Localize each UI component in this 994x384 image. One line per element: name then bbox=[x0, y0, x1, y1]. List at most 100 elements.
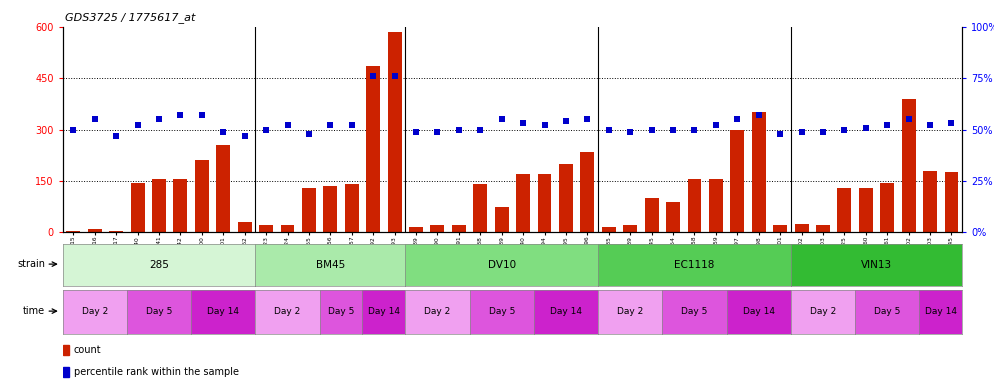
Point bbox=[451, 126, 467, 132]
Text: Day 5: Day 5 bbox=[874, 308, 901, 316]
Point bbox=[429, 129, 445, 135]
Point bbox=[279, 122, 295, 129]
Text: 285: 285 bbox=[149, 260, 169, 270]
Bar bbox=[495, 207, 509, 232]
Bar bbox=[580, 152, 594, 232]
Text: Day 5: Day 5 bbox=[681, 308, 708, 316]
Bar bbox=[366, 66, 380, 232]
Bar bbox=[388, 32, 402, 232]
Bar bbox=[63, 345, 70, 355]
Bar bbox=[559, 164, 573, 232]
Point bbox=[387, 73, 403, 79]
Point bbox=[836, 126, 852, 132]
Point bbox=[66, 126, 82, 132]
Text: percentile rank within the sample: percentile rank within the sample bbox=[74, 367, 239, 377]
Bar bbox=[666, 202, 680, 232]
Point bbox=[322, 122, 338, 129]
Point bbox=[858, 124, 874, 131]
Text: VIN13: VIN13 bbox=[861, 260, 892, 270]
Point bbox=[173, 112, 189, 118]
Point bbox=[194, 112, 210, 118]
Point bbox=[687, 126, 703, 132]
Point bbox=[409, 129, 424, 135]
Point bbox=[644, 126, 660, 132]
Bar bbox=[816, 225, 830, 232]
Bar bbox=[516, 174, 530, 232]
Bar bbox=[452, 225, 466, 232]
Bar bbox=[410, 227, 423, 232]
Bar bbox=[152, 179, 166, 232]
Point bbox=[258, 126, 274, 132]
Text: Day 14: Day 14 bbox=[550, 308, 581, 316]
Bar bbox=[902, 99, 915, 232]
Bar bbox=[217, 145, 231, 232]
Point bbox=[86, 116, 102, 122]
Bar bbox=[751, 113, 765, 232]
Point bbox=[815, 129, 831, 135]
Point bbox=[622, 129, 638, 135]
Point bbox=[943, 120, 959, 126]
Text: EC1118: EC1118 bbox=[674, 260, 715, 270]
Bar bbox=[130, 183, 144, 232]
Text: BM45: BM45 bbox=[316, 260, 345, 270]
Point bbox=[515, 120, 531, 126]
Text: strain: strain bbox=[17, 259, 45, 269]
Point bbox=[558, 118, 574, 124]
Point bbox=[730, 116, 746, 122]
Bar bbox=[430, 225, 444, 232]
Point bbox=[151, 116, 167, 122]
Bar bbox=[645, 198, 659, 232]
Text: Day 5: Day 5 bbox=[328, 308, 354, 316]
Text: Day 14: Day 14 bbox=[208, 308, 240, 316]
Bar bbox=[923, 170, 937, 232]
Bar bbox=[623, 225, 637, 232]
Text: DV10: DV10 bbox=[488, 260, 516, 270]
Bar bbox=[794, 224, 808, 232]
Point bbox=[494, 116, 510, 122]
Point bbox=[344, 122, 360, 129]
Point bbox=[537, 122, 553, 129]
Point bbox=[793, 129, 809, 135]
Bar bbox=[259, 225, 273, 232]
Point bbox=[708, 122, 724, 129]
Bar bbox=[837, 188, 851, 232]
Bar bbox=[709, 179, 723, 232]
Bar bbox=[538, 174, 552, 232]
Bar bbox=[731, 129, 745, 232]
Point bbox=[472, 126, 488, 132]
Point bbox=[922, 122, 938, 129]
Point bbox=[665, 126, 681, 132]
Text: Day 2: Day 2 bbox=[617, 308, 643, 316]
Point bbox=[600, 126, 616, 132]
Point bbox=[750, 112, 766, 118]
Point bbox=[772, 131, 788, 137]
Bar bbox=[773, 225, 787, 232]
Point bbox=[237, 133, 252, 139]
Text: Day 2: Day 2 bbox=[424, 308, 450, 316]
Point bbox=[129, 122, 145, 129]
Bar bbox=[601, 227, 615, 232]
Bar bbox=[87, 229, 101, 232]
Bar bbox=[63, 367, 70, 377]
Bar bbox=[195, 161, 209, 232]
Text: GDS3725 / 1775617_at: GDS3725 / 1775617_at bbox=[65, 12, 195, 23]
Point bbox=[901, 116, 916, 122]
Text: Day 5: Day 5 bbox=[146, 308, 172, 316]
Text: time: time bbox=[23, 306, 45, 316]
Point bbox=[880, 122, 896, 129]
Point bbox=[108, 133, 124, 139]
Text: Day 14: Day 14 bbox=[368, 308, 400, 316]
Text: Day 14: Day 14 bbox=[924, 308, 957, 316]
Text: Day 2: Day 2 bbox=[810, 308, 836, 316]
Bar bbox=[238, 222, 251, 232]
Point bbox=[580, 116, 595, 122]
Bar bbox=[67, 231, 81, 232]
Bar bbox=[280, 225, 294, 232]
Text: count: count bbox=[74, 345, 101, 355]
Text: Day 5: Day 5 bbox=[488, 308, 515, 316]
Bar bbox=[881, 183, 895, 232]
Bar bbox=[473, 184, 487, 232]
Bar bbox=[109, 231, 123, 232]
Bar bbox=[323, 186, 337, 232]
Bar bbox=[302, 188, 316, 232]
